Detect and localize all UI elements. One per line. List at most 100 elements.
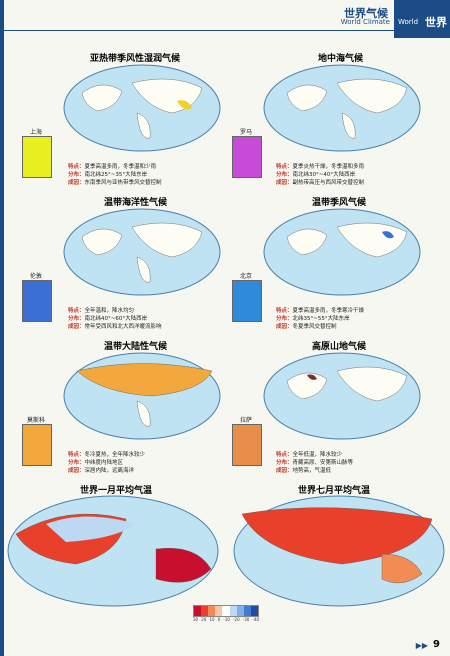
- desc-3-v3: 常年受西风和北大西洋暖流影响: [84, 324, 162, 330]
- desc-3-k3: 成因：: [68, 324, 85, 330]
- desc-6-v2: 青藏高原、安第斯山脉等: [292, 460, 354, 466]
- desc-3-v2: 南北纬40°~60°大陆西岸: [84, 316, 148, 322]
- climograph-moscow: 莫斯科: [16, 415, 56, 467]
- world-map-2: [263, 64, 421, 152]
- desc-4-v3: 冬夏季风交替控制: [292, 324, 337, 330]
- legend-tick: -10: [223, 617, 230, 622]
- legend-swatch: [208, 606, 216, 616]
- desc-2-k3: 成因：: [276, 180, 293, 186]
- desc-3-k2: 分布：: [68, 316, 85, 322]
- description-6: 特点：全年低温，降水较少 分布：青藏高原、安第斯山脉等 成因：地势高，气温低: [276, 451, 426, 475]
- desc-6-v1: 全年低温，降水较少: [292, 452, 343, 458]
- map-title-mediterranean: 地中海气候: [318, 54, 364, 64]
- world-map-1: [63, 64, 221, 152]
- climograph-shanghai-name: 上海: [29, 129, 42, 136]
- legend-tick: -40: [252, 617, 259, 622]
- description-4: 特点：夏季高温多雨，冬季寒冷干燥 分布：北纬35°~55°大陆东岸 成因：冬夏季…: [276, 307, 426, 331]
- desc-2-v3: 副热带高压与西风带交替控制: [292, 180, 365, 186]
- desc-4-v2: 北纬35°~55°大陆东岸: [292, 316, 350, 322]
- next-page-arrows: ▶▶: [415, 641, 428, 650]
- climograph-london-chart: [22, 280, 52, 322]
- desc-6-k1: 特点：: [276, 452, 293, 458]
- desc-6-k3: 成因：: [276, 468, 293, 474]
- desc-4-k1: 特点：: [276, 308, 293, 314]
- desc-5-k2: 分布：: [68, 460, 85, 466]
- desc-1-k2: 分布：: [68, 172, 85, 178]
- world-map-4: [263, 208, 421, 296]
- climograph-beijing-name: 北京: [239, 273, 252, 280]
- map-title-temperate-continental: 温带大陆性气候: [104, 342, 168, 352]
- legend-swatch: [201, 606, 209, 616]
- desc-5-v2: 中纬度内陆地区: [84, 460, 124, 466]
- map-title-january-temp: 世界一月平均气温: [80, 486, 153, 496]
- desc-5-v3: 深居内陆，远离海洋: [84, 468, 135, 474]
- legend-tick: -20: [233, 617, 240, 622]
- world-map-5: [63, 352, 221, 440]
- legend-tick: 30: [193, 617, 199, 622]
- header-rule: [0, 30, 450, 31]
- climograph-london: 伦敦: [16, 271, 56, 323]
- desc-2-k1: 特点：: [276, 164, 293, 170]
- climograph-moscow-chart: [22, 424, 52, 466]
- legend-swatch: [222, 606, 230, 616]
- section-tab-zh: 世界: [425, 16, 447, 29]
- desc-1-v1: 夏季高温多雨，冬季温和少雨: [84, 164, 157, 170]
- legend-swatch: [229, 606, 237, 616]
- legend-tick: 10: [209, 617, 215, 622]
- climograph-shanghai-chart: [22, 136, 52, 178]
- desc-1-k3: 成因：: [68, 180, 85, 186]
- climograph-london-name: 伦敦: [29, 273, 42, 280]
- desc-1-v2: 南北纬25°~35°大陆东岸: [84, 172, 148, 178]
- desc-5-k3: 成因：: [68, 468, 85, 474]
- desc-6-v3: 地势高，气温低: [292, 468, 332, 474]
- climograph-lhasa-chart: [232, 424, 262, 466]
- world-map-january: [7, 495, 219, 607]
- climograph-beijing: 北京: [226, 271, 266, 323]
- legend-tick: -30: [242, 617, 250, 622]
- desc-2-k2: 分布：: [276, 172, 293, 178]
- description-5: 特点：冬冷夏热，全年降水较少 分布：中纬度内陆地区 成因：深居内陆，远离海洋: [68, 451, 218, 475]
- climograph-rome-name: 罗马: [239, 129, 252, 136]
- left-edge-bar: [0, 0, 4, 656]
- description-1: 特点：夏季高温多雨，冬季温和少雨 分布：南北纬25°~35°大陆东岸 成因：东南…: [68, 163, 218, 187]
- desc-2-v2: 南北纬30°~40°大陆西岸: [292, 172, 356, 178]
- map-title-subtropical-monsoon: 亚热带季风性湿润气候: [90, 54, 181, 64]
- climograph-beijing-chart: [232, 280, 262, 322]
- map-title-temperate-monsoon: 温带季风气候: [312, 198, 367, 208]
- desc-5-k1: 特点：: [68, 452, 85, 458]
- climograph-lhasa: 拉萨: [226, 415, 266, 467]
- description-3: 特点：全年温和，降水均匀 分布：南北纬40°~60°大陆西岸 成因：常年受西风和…: [68, 307, 218, 331]
- section-tab: World 世界: [394, 0, 450, 38]
- climograph-rome: 罗马: [226, 127, 266, 179]
- legend-swatch: [194, 606, 202, 616]
- desc-6-k2: 分布：: [276, 460, 293, 466]
- temperature-legend: [193, 605, 259, 617]
- legend-swatch: [250, 606, 258, 616]
- map-title-highland: 高原山地气候: [312, 342, 367, 352]
- world-map-6: [263, 352, 421, 440]
- desc-2-v1: 夏季炎热干燥，冬季温和多雨: [292, 164, 365, 170]
- desc-5-v1: 冬冷夏热，全年降水较少: [84, 452, 146, 458]
- desc-4-k2: 分布：: [276, 316, 293, 322]
- desc-4-v1: 夏季高温多雨，冬季寒冷干燥: [292, 308, 365, 314]
- page-subtitle: World Climate: [340, 18, 390, 26]
- desc-4-k3: 成因：: [276, 324, 293, 330]
- desc-1-v3: 东南季风与亚热带季风交替控制: [84, 180, 162, 186]
- legend-swatch: [215, 606, 223, 616]
- legend-tick: 20: [201, 617, 207, 622]
- desc-3-v1: 全年温和，降水均匀: [84, 308, 135, 314]
- climograph-moscow-name: 莫斯科: [26, 417, 45, 424]
- world-map-july: [233, 495, 445, 607]
- climograph-lhasa-name: 拉萨: [239, 417, 252, 424]
- section-tab-en: World: [398, 18, 419, 26]
- page-number: 9: [433, 639, 440, 650]
- description-2: 特点：夏季炎热干燥，冬季温和多雨 分布：南北纬30°~40°大陆西岸 成因：副热…: [276, 163, 426, 187]
- world-map-3: [63, 208, 221, 296]
- map-title-july-temp: 世界七月平均气温: [298, 486, 371, 496]
- desc-3-k1: 特点：: [68, 308, 85, 314]
- legend-swatch: [243, 606, 251, 616]
- legend-tick: 0: [217, 617, 221, 622]
- climograph-rome-chart: [232, 136, 262, 178]
- page-title: 世界气候: [344, 7, 388, 20]
